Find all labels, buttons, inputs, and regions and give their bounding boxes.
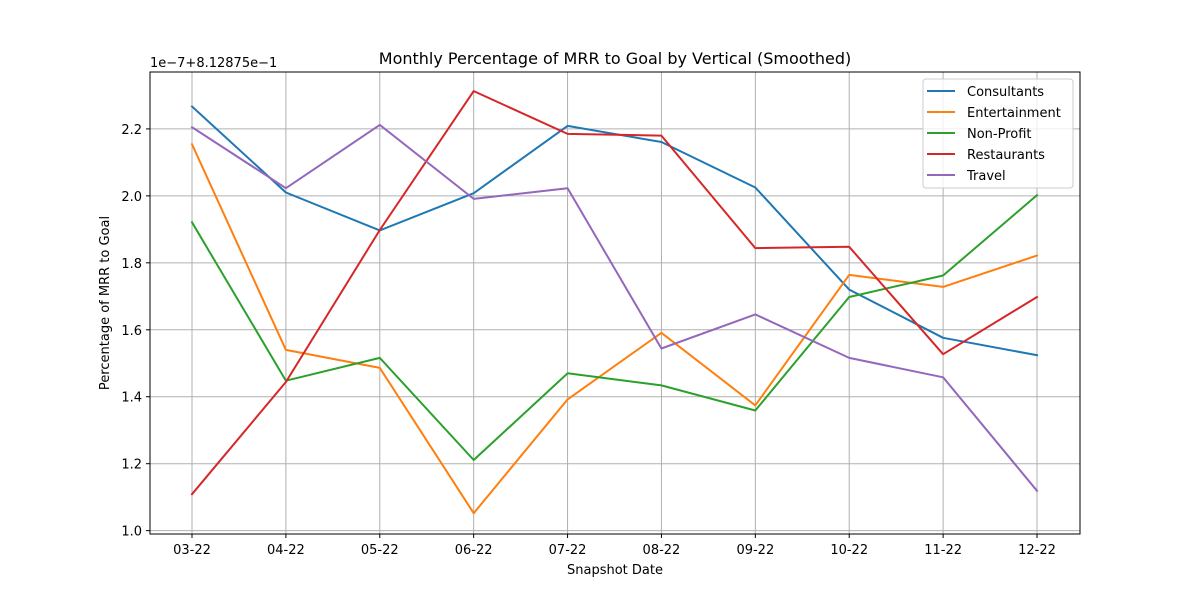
x-tick-label: 09-22: [736, 543, 774, 558]
x-tick-label: 12-22: [1018, 543, 1056, 558]
x-tick-label: 06-22: [455, 543, 493, 558]
x-axis-label: Snapshot Date: [567, 563, 663, 578]
series-line-entertainment: [190, 142, 1039, 515]
legend-label-travel: Travel: [966, 169, 1006, 184]
x-axis-ticks: 03-22 04-22 05-22 06-22 07-22 08-22 09-22 10-22…: [173, 534, 1056, 558]
x-tick-label: 07-22: [549, 543, 587, 558]
x-tick-label: 05-22: [361, 543, 399, 558]
legend-label-restaurants: Restaurants: [967, 148, 1045, 163]
series-line-restaurants: [190, 90, 1039, 496]
plot-frame: [149, 71, 1081, 535]
legend-label-entertainment: Entertainment: [967, 106, 1061, 121]
y-tick-label: 1.0: [121, 525, 142, 540]
x-tick-label: 10-22: [830, 543, 868, 558]
y-tick-label: 1.4: [121, 391, 142, 406]
legend-label-non-profit: Non-Profit: [967, 127, 1032, 142]
legend: Consultants Entertainment Non-Profit Restau…: [922, 78, 1074, 189]
y-tick-label: 1.2: [121, 458, 142, 473]
series-line-non-profit: [190, 193, 1039, 461]
x-tick-label: 03-22: [173, 543, 211, 558]
y-tick-label: 1.6: [121, 324, 142, 339]
x-tick-label: 04-22: [267, 543, 305, 558]
series-lines: [190, 90, 1039, 515]
x-tick-label: 11-22: [924, 543, 962, 558]
chart-title: Monthly Percentage of MRR to Goal by Ver…: [379, 49, 851, 68]
y-axis-ticks: 1.0 1.2 1.4 1.6 1.8 2.0 2.2: [121, 123, 150, 540]
legend-frame: [922, 78, 1074, 189]
x-tick-label: 08-22: [643, 543, 681, 558]
y-axis-offset-label: 1e−7+8.12875e−1: [150, 56, 277, 71]
y-tick-label: 2.0: [121, 190, 142, 205]
legend-label-consultants: Consultants: [967, 85, 1044, 100]
y-tick-label: 1.8: [121, 257, 142, 272]
series-line-travel: [190, 123, 1039, 493]
y-tick-label: 2.2: [121, 123, 142, 138]
y-axis-label: Percentage of MRR to Goal: [98, 216, 113, 390]
